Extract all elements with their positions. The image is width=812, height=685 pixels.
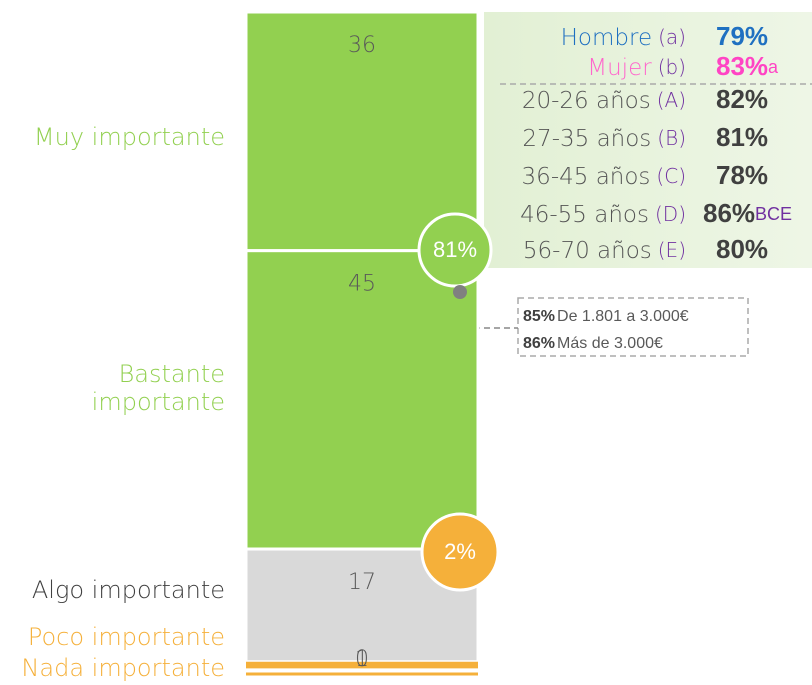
category-label: Muy importante [33, 123, 225, 151]
bar-segment [244, 10, 480, 253]
group-value: 81% [716, 122, 768, 152]
group-label: 36-45 años (C) [522, 164, 686, 190]
group-value: 82% [716, 84, 768, 114]
income-value: 85% [523, 308, 555, 325]
income-box [517, 297, 749, 357]
group-percent: 80% [716, 234, 768, 264]
group-code: (E) [658, 238, 686, 262]
group-label: 20-26 años (A) [522, 88, 686, 114]
income-row: 85% De 1.801 a 3.000€ [523, 308, 689, 325]
highlight-circle [417, 212, 493, 288]
group-label: Mujer (b) [587, 55, 686, 81]
data-label: 17 [348, 570, 376, 595]
group-percent: 79% [716, 21, 768, 51]
bar-segment [244, 249, 480, 551]
group-name: Mujer [587, 55, 652, 81]
circle-label: 2% [444, 539, 476, 564]
income-label: De 1.801 a 3.000€ [557, 308, 689, 325]
group-label: 46-55 años (D) [520, 202, 686, 228]
circle-label: 81% [433, 237, 477, 262]
income-value: 86% [523, 335, 555, 352]
connector-dot [453, 285, 467, 299]
category-label: Poco importante [27, 623, 225, 651]
group-value: 83%a [716, 51, 779, 81]
data-label: 45 [348, 272, 376, 297]
group-percent: 83% [716, 51, 768, 81]
category-label: Bastante importante [91, 360, 225, 416]
income-label: Más de 3.000€ [557, 335, 663, 352]
data-label: 36 [348, 33, 376, 58]
group-name: 36-45 años [522, 164, 651, 190]
data-label: 1 [355, 647, 369, 672]
group-percent: 82% [716, 84, 768, 114]
group-percent: 81% [716, 122, 768, 152]
group-name: 27-35 años [522, 126, 651, 152]
group-code: (a) [658, 25, 686, 49]
group-label: Hombre (a) [561, 25, 686, 51]
group-code: (C) [656, 164, 686, 188]
group-value: 80% [716, 234, 768, 264]
group-code: (D) [655, 202, 686, 226]
group-value: 78% [716, 160, 768, 190]
group-value: 86%BCE [703, 198, 792, 228]
group-value: 79% [716, 21, 768, 51]
category-label: Algo importante [31, 576, 225, 604]
group-name: 20-26 años [522, 88, 651, 114]
group-label: 27-35 años (B) [522, 126, 686, 152]
group-label: 56-70 años (E) [523, 238, 686, 264]
data-label: 0 [355, 647, 369, 672]
info-panel [484, 12, 812, 268]
income-row: 86% Más de 3.000€ [523, 335, 663, 352]
group-sig: BCE [755, 204, 792, 224]
category-label: Nada importante [21, 654, 225, 682]
group-name: Hombre [561, 25, 652, 51]
group-name: 56-70 años [523, 238, 652, 264]
group-code: (b) [658, 55, 686, 79]
highlight-circle [420, 512, 500, 592]
bar-segment [246, 661, 478, 669]
group-sig: a [768, 57, 779, 77]
group-percent: 78% [716, 160, 768, 190]
group-name: 46-55 años [520, 202, 649, 228]
group-code: (B) [657, 126, 686, 150]
group-percent: 86% [703, 198, 755, 228]
group-code: (A) [657, 88, 686, 112]
